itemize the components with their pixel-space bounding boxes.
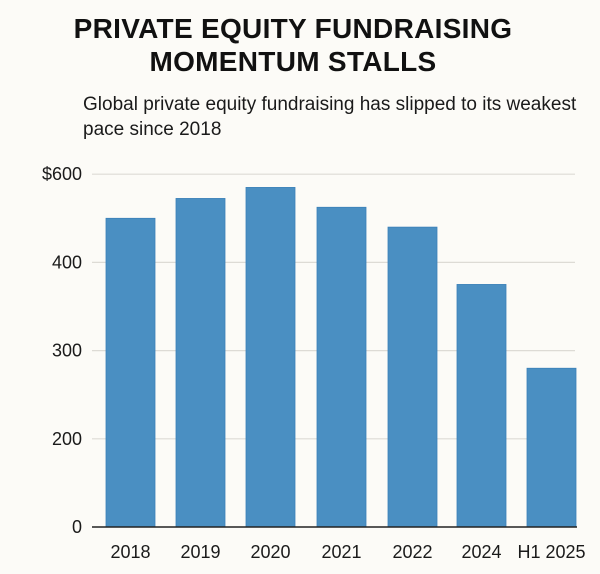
bar-2018: [105, 217, 156, 528]
y-tick-label: 300: [52, 341, 82, 361]
chart-subtitle: Global private equity fundraising has sl…: [83, 94, 577, 140]
x-tick-label: 2018: [110, 542, 150, 562]
y-tick-label: 200: [52, 429, 82, 449]
chart-title: PRIVATE EQUITY FUNDRAISING MOMENTUM STAL…: [73, 13, 513, 77]
bar-2024: [456, 284, 507, 528]
bar-h1-2025: [526, 367, 577, 528]
bar-2021: [316, 206, 367, 528]
x-tick-label: 2021: [321, 542, 361, 562]
y-tick-label: 0: [72, 517, 82, 537]
x-tick-label: 2019: [180, 542, 220, 562]
y-tick-label: 400: [52, 252, 82, 272]
bar-2020: [245, 187, 296, 528]
x-tick-label: 2020: [250, 542, 290, 562]
x-tick-label: 2024: [461, 542, 501, 562]
bar-2019: [175, 198, 226, 528]
bar-2022: [387, 226, 438, 528]
x-tick-label: H1 2025: [517, 542, 585, 562]
x-tick-label: 2022: [392, 542, 432, 562]
y-tick-label: $600: [42, 164, 82, 184]
